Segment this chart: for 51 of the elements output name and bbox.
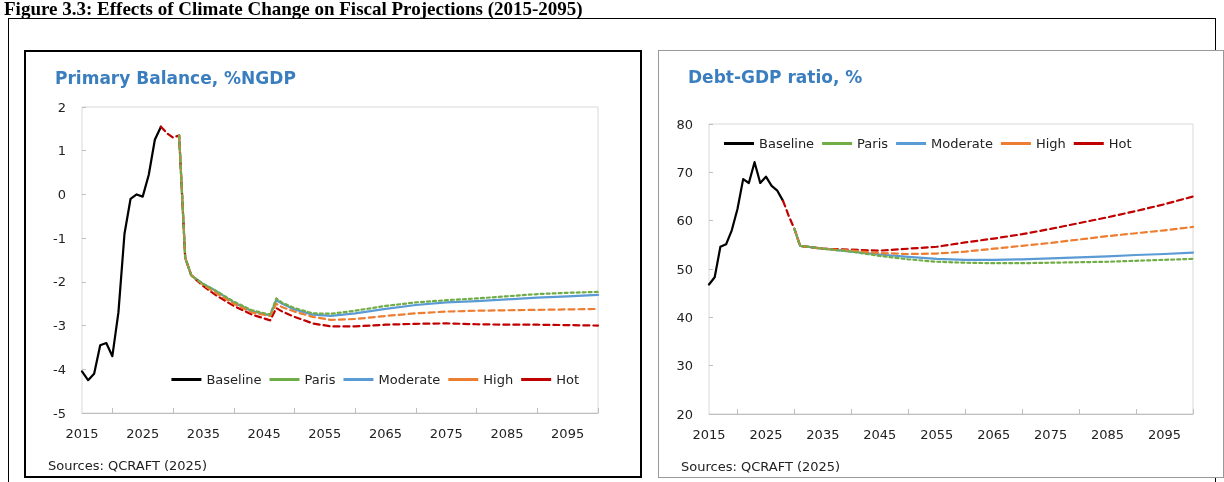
- x-tick-label: 2055: [920, 427, 954, 442]
- text: Figure 3.3: Effects of Climate Change on Fiscal Projections (2015-2095): [4, 0, 583, 20]
- x-tick-label: 2095: [551, 426, 585, 441]
- legend-label: Baseline: [206, 372, 262, 387]
- y-tick-label: 20: [676, 406, 693, 422]
- y-tick-label: 1: [57, 143, 66, 159]
- x-tick-label: 2085: [1091, 427, 1125, 442]
- legend-label: Paris: [857, 136, 889, 151]
- legend-label: High: [483, 372, 514, 387]
- line-series: [707, 161, 785, 286]
- y-tick-label: -1: [53, 230, 66, 246]
- line-series: [80, 125, 163, 382]
- x-tick-label: 2015: [65, 426, 99, 441]
- x-tick-label: 2035: [186, 426, 220, 441]
- x-tick-label: 2025: [126, 426, 160, 441]
- y-tick-label: 0: [57, 186, 66, 202]
- legend-label: Hot: [1108, 136, 1132, 151]
- x-tick-label: 2055: [308, 426, 342, 441]
- y-tick-label: 30: [676, 358, 693, 374]
- x-tick-label: 2035: [806, 427, 840, 442]
- x-tick-label: 2075: [1034, 427, 1068, 442]
- x-tick-label: 2045: [247, 426, 281, 441]
- chart-title: Debt-GDP ratio, %: [688, 66, 863, 87]
- y-tick-label: -3: [53, 318, 66, 334]
- x-tick-label: 2095: [1147, 427, 1182, 442]
- legend-label: Baseline: [759, 136, 815, 151]
- x-tick-label: 2065: [977, 427, 1011, 442]
- chart-title: Primary Balance, %NGDP: [55, 67, 296, 88]
- y-tick-label: -4: [53, 361, 66, 377]
- legend-label: Hot: [556, 372, 579, 387]
- source-note: Sources: QCRAFT (2025): [681, 459, 841, 474]
- legend-label: Paris: [304, 372, 336, 387]
- x-tick-label: 2045: [863, 427, 897, 442]
- x-tick-label: 2085: [490, 426, 524, 441]
- source-note: Sources: QCRAFT (2025): [48, 458, 208, 473]
- legend-label: High: [1035, 136, 1066, 151]
- x-tick-label: 2065: [368, 426, 403, 441]
- y-tick-label: 50: [676, 261, 693, 277]
- legend-label: Moderate: [931, 136, 993, 151]
- y-tick-label: -5: [53, 405, 66, 421]
- y-tick-label: 80: [676, 116, 693, 132]
- y-tick-label: 60: [676, 213, 693, 229]
- y-tick-label: 40: [676, 309, 693, 325]
- x-tick-label: 2015: [692, 427, 726, 442]
- x-tick-label: 2075: [429, 426, 463, 441]
- line-series: [781, 195, 1195, 252]
- y-tick-label: 70: [676, 164, 693, 180]
- legend-label: Moderate: [378, 372, 441, 387]
- x-tick-label: 2025: [749, 427, 783, 442]
- y-tick-label: -2: [53, 274, 66, 290]
- y-tick-label: 2: [57, 99, 66, 115]
